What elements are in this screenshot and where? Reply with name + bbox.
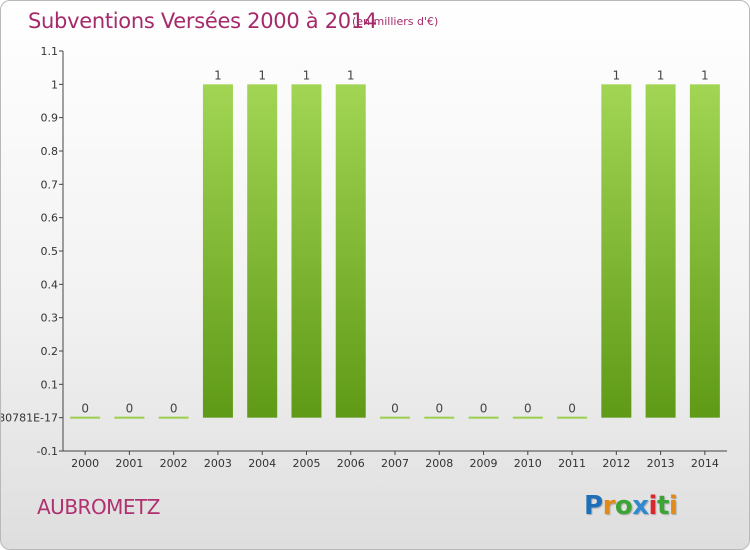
proxiti-logo[interactable]: Proxiti	[584, 491, 678, 521]
x-tick-label: 2012	[602, 457, 630, 470]
x-tick-label: 2003	[204, 457, 232, 470]
bar-value-label: 0	[568, 402, 576, 416]
logo-letter: o	[614, 491, 633, 521]
chart-bars	[70, 84, 720, 419]
y-tick-label: 1.387778780781E-17	[1, 412, 58, 425]
logo-letter: t	[656, 491, 669, 521]
bar-value-label: 1	[258, 68, 266, 82]
bar	[70, 416, 101, 419]
y-tick-label: 1.1	[41, 45, 59, 58]
bar	[601, 84, 632, 418]
x-tick-label: 2010	[514, 457, 542, 470]
bar	[468, 416, 499, 419]
logo-letter: i	[648, 491, 658, 521]
x-tick-label: 2005	[292, 457, 320, 470]
logo-letter: r	[602, 491, 616, 521]
y-tick-label: 0.9	[41, 112, 59, 125]
y-tick-label: 0.7	[41, 178, 59, 191]
x-tick-label: 2009	[470, 457, 498, 470]
bar	[158, 416, 189, 419]
bar-value-label: 1	[701, 68, 709, 82]
y-tick-label: 0.6	[41, 212, 59, 225]
logo-letter: x	[632, 491, 649, 521]
logo-letter: i	[668, 491, 678, 521]
bar-value-label: 0	[524, 402, 532, 416]
bar	[424, 416, 455, 419]
bar-value-label: 1	[347, 68, 355, 82]
bar-value-label: 1	[303, 68, 311, 82]
x-tick-label: 2000	[71, 457, 99, 470]
chart-title: Subventions Versées 2000 à 2014	[28, 9, 377, 33]
y-tick-label: 0.3	[41, 312, 59, 325]
bar	[291, 84, 322, 418]
bar	[645, 84, 676, 418]
chart-unit: (en milliers d'€)	[352, 15, 439, 28]
x-tick-label: 2007	[381, 457, 409, 470]
bar	[335, 84, 366, 418]
chart-labels: -0.1 1.387778780781E-17 0.1 0.2 0.3 0.4 0.5 0.6…	[1, 45, 719, 470]
y-tick-label: 0.1	[41, 378, 59, 391]
y-tick-label: 1	[51, 78, 58, 91]
y-tick-label: 0.8	[41, 145, 59, 158]
commune-name: AUBROMETZ	[37, 495, 161, 519]
bar	[247, 84, 278, 418]
logo-letter: P	[584, 491, 603, 521]
bar	[557, 416, 588, 419]
bar-value-label: 0	[81, 402, 89, 416]
bar-value-label: 0	[391, 402, 399, 416]
bar	[380, 416, 410, 419]
y-tick-label: -0.1	[37, 445, 58, 458]
y-tick-label: 0.2	[41, 345, 59, 358]
x-tick-label: 2013	[647, 457, 675, 470]
x-tick-label: 2011	[558, 457, 586, 470]
x-tick-label: 2001	[115, 457, 143, 470]
bar	[689, 84, 720, 418]
y-tick-label: 0.4	[41, 278, 59, 291]
bar-value-label: 0	[435, 402, 443, 416]
bar-value-label: 0	[126, 402, 134, 416]
bar-value-label: 0	[480, 402, 488, 416]
x-tick-label: 2002	[160, 457, 188, 470]
bar-value-label: 1	[657, 68, 665, 82]
y-tick-label: 0.5	[41, 245, 59, 258]
x-tick-label: 2004	[248, 457, 276, 470]
bar-value-label: 1	[613, 68, 621, 82]
bar	[512, 416, 543, 419]
x-tick-label: 2006	[337, 457, 365, 470]
x-tick-label: 2014	[691, 457, 719, 470]
chart-axes	[59, 50, 727, 455]
bar	[202, 84, 233, 418]
bar	[114, 416, 145, 419]
bar-value-label: 1	[214, 68, 222, 82]
x-tick-label: 2008	[425, 457, 453, 470]
bar-value-label: 0	[170, 402, 178, 416]
